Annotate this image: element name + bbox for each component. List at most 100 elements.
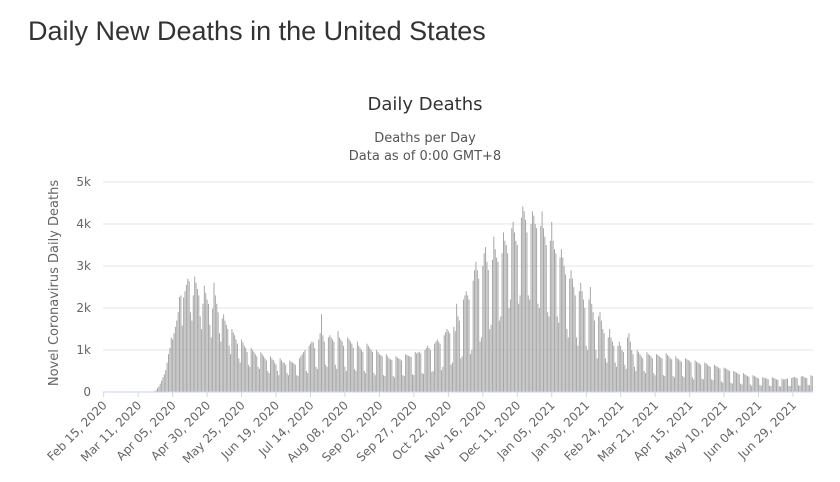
bar — [281, 360, 283, 392]
bar — [417, 352, 419, 392]
bar — [363, 371, 365, 392]
bar — [358, 345, 360, 392]
bar — [474, 270, 476, 392]
bar — [293, 363, 295, 392]
bar — [777, 379, 779, 392]
bar — [633, 366, 635, 392]
bar — [611, 341, 613, 392]
bar — [432, 371, 434, 392]
bar — [734, 371, 736, 392]
bar — [235, 339, 237, 392]
bar — [769, 385, 771, 392]
bar — [376, 350, 378, 392]
bar — [436, 339, 438, 392]
bar — [192, 295, 194, 392]
bar — [573, 287, 575, 392]
y-axis-ticks: 0 1k 2k 3k 4k 5k — [76, 175, 91, 399]
bar — [345, 371, 347, 392]
bar — [806, 378, 808, 392]
bar — [413, 375, 415, 392]
bar — [533, 215, 535, 392]
bar — [370, 350, 372, 392]
bar — [704, 362, 706, 392]
bar — [158, 386, 160, 392]
bar — [744, 374, 746, 392]
bars — [151, 206, 813, 392]
bar — [418, 351, 420, 392]
bar — [476, 270, 478, 392]
bar — [749, 384, 751, 392]
bar — [242, 342, 244, 392]
bar — [420, 353, 422, 392]
bar — [752, 375, 754, 392]
bar — [409, 356, 411, 392]
bar — [316, 368, 318, 392]
bar — [183, 297, 185, 392]
bar — [700, 364, 702, 392]
bar — [651, 358, 653, 392]
bar — [172, 339, 174, 392]
bar — [283, 362, 285, 392]
bar — [307, 373, 309, 392]
bar — [565, 274, 567, 392]
bar — [646, 352, 648, 392]
bar — [657, 355, 659, 392]
bar — [735, 372, 737, 392]
bar — [246, 352, 248, 392]
bar — [727, 370, 729, 392]
bar — [504, 240, 506, 392]
bar — [460, 358, 462, 392]
bar — [170, 337, 172, 392]
bar — [793, 376, 795, 392]
bar — [529, 299, 531, 392]
chart-title: Daily Deaths — [367, 94, 482, 115]
bar — [399, 359, 401, 392]
bar — [380, 355, 382, 392]
bar — [179, 297, 181, 392]
bar — [205, 292, 207, 392]
bar — [775, 379, 777, 392]
bar — [453, 326, 455, 392]
bar — [187, 278, 189, 392]
bar — [537, 303, 539, 392]
bar — [701, 378, 703, 392]
bar — [809, 385, 811, 392]
bar — [523, 211, 525, 392]
bar — [784, 379, 786, 392]
bar — [180, 295, 182, 392]
bar — [480, 337, 482, 392]
bar — [718, 367, 720, 392]
bar — [213, 282, 215, 392]
bar — [496, 257, 498, 392]
bar — [354, 368, 356, 392]
bar — [671, 359, 673, 392]
bar — [676, 358, 678, 392]
bar — [729, 371, 731, 392]
bar — [166, 362, 168, 392]
bar — [711, 379, 713, 392]
bar — [555, 253, 557, 392]
bar — [759, 384, 761, 392]
bar — [423, 373, 425, 392]
bar — [265, 360, 267, 392]
bar — [395, 356, 397, 392]
bar — [428, 347, 430, 392]
bar — [638, 352, 640, 392]
bar — [512, 221, 514, 392]
bar — [595, 350, 597, 392]
bar — [327, 337, 329, 392]
bar — [707, 364, 709, 392]
bar — [796, 378, 798, 392]
bar — [329, 335, 331, 392]
bar — [483, 253, 485, 392]
bar — [547, 312, 549, 392]
bar — [487, 270, 489, 392]
bar — [664, 376, 666, 392]
bar — [450, 364, 452, 392]
bar — [578, 291, 580, 392]
bar — [603, 333, 605, 392]
x-tick-label: Feb 15, 2020 — [44, 398, 109, 463]
bar — [581, 291, 583, 392]
bar — [297, 376, 299, 392]
